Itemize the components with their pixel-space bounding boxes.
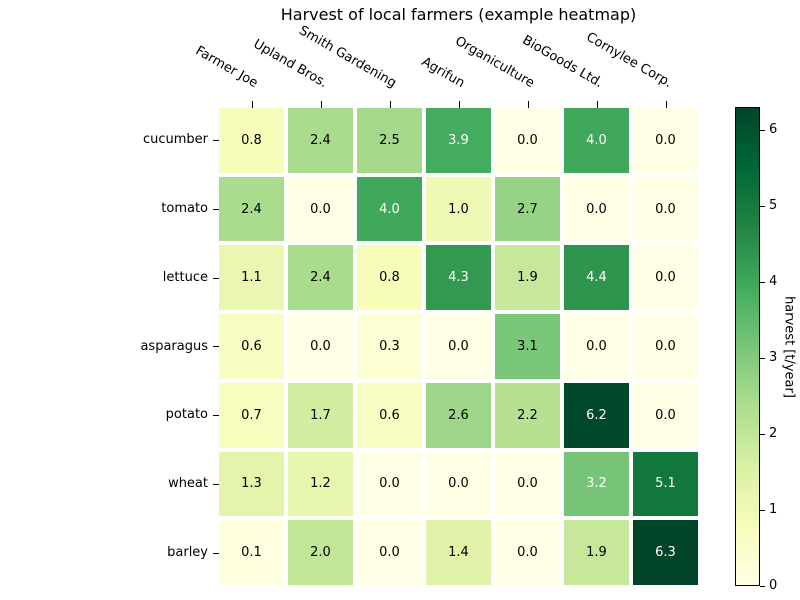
- heatmap-cell: 0.0: [495, 108, 560, 173]
- colorbar-tick-label: 0: [769, 578, 778, 593]
- heatmap-cell: 2.0: [288, 520, 353, 585]
- colorbar-tick-mark: [760, 206, 765, 207]
- heatmap-cell: 2.4: [288, 108, 353, 173]
- colorbar-tick-label: 4: [769, 274, 778, 289]
- colorbar-tick-mark: [760, 586, 765, 587]
- colorbar-axis-label: harvest [t/year]: [781, 296, 797, 398]
- heatmap-cell: 5.1: [633, 451, 698, 517]
- heatmap-cell: 0.0: [357, 451, 422, 517]
- heatmap-cell: 0.0: [495, 520, 560, 585]
- heatmap-cell: 1.9: [564, 520, 629, 585]
- colorbar-tick-label: 1: [769, 502, 778, 517]
- y-tick-label: wheat: [168, 475, 208, 491]
- y-tick-label: tomato: [161, 201, 208, 217]
- heatmap-cell: 1.1: [219, 245, 284, 311]
- colorbar-tick-label: 5: [769, 198, 778, 213]
- heatmap-cell: 0.0: [426, 314, 491, 379]
- y-tick-label: lettuce: [162, 269, 208, 285]
- y-tick-mark: [213, 484, 219, 485]
- y-tick-mark: [213, 415, 219, 416]
- heatmap-cell: 0.0: [288, 314, 353, 379]
- heatmap-cell: 2.4: [288, 245, 353, 311]
- heatmap-cell: 0.0: [357, 520, 422, 585]
- heatmap-cell: 0.8: [219, 108, 284, 173]
- heatmap-cell: 0.0: [633, 245, 698, 311]
- y-tick-label: barley: [167, 544, 208, 560]
- heatmap-cell: 0.0: [288, 176, 353, 242]
- y-tick-label: potato: [165, 407, 208, 423]
- y-tick-mark: [213, 209, 219, 210]
- heatmap-cell: 1.3: [219, 451, 284, 517]
- heatmap-cell: 0.0: [633, 108, 698, 173]
- colorbar-tick-label: 6: [769, 122, 778, 137]
- heatmap-cell: 1.9: [495, 245, 560, 311]
- heatmap-cell: 0.0: [633, 314, 698, 379]
- colorbar-tick-mark: [760, 510, 765, 511]
- heatmap-grid: 0.8 2.4 2.5 3.9 0.0 4.0 0.0 2.4 0.0 4.0 1.0 2.7 0.0 0…: [219, 108, 698, 585]
- heatmap-cell: 2.4: [219, 176, 284, 242]
- heatmap-cell: 4.0: [564, 108, 629, 173]
- heatmap-cell: 0.0: [426, 451, 491, 517]
- heatmap-cell: 0.0: [564, 176, 629, 242]
- y-tick-label: asparagus: [140, 338, 208, 354]
- y-tick-mark: [213, 346, 219, 347]
- y-tick-mark: [213, 278, 219, 279]
- colorbar-tick-mark: [760, 282, 765, 283]
- heatmap-cell: 4.4: [564, 245, 629, 311]
- chart-title: Harvest of local farmers (example heatma…: [280, 5, 637, 24]
- heatmap-cell: 3.2: [564, 451, 629, 517]
- heatmap-cell: 0.0: [495, 451, 560, 517]
- heatmap-cell: 1.7: [288, 382, 353, 448]
- x-tick-mark: [390, 101, 391, 108]
- colorbar-tick-label: 3: [769, 350, 778, 365]
- x-tick-mark: [459, 101, 460, 108]
- colorbar-tick-label: 2: [769, 426, 778, 441]
- heatmap-cell: 6.3: [633, 520, 698, 585]
- x-tick-label: Agrifun: [419, 54, 468, 92]
- heatmap-cell: 4.0: [357, 176, 422, 242]
- x-tick-mark: [252, 101, 253, 108]
- y-tick-mark: [213, 553, 219, 554]
- colorbar-gradient: [735, 107, 760, 586]
- heatmap-cell: 2.2: [495, 382, 560, 448]
- x-tick-mark: [597, 101, 598, 108]
- heatmap-cell: 1.4: [426, 520, 491, 585]
- heatmap-cell: 0.0: [633, 176, 698, 242]
- colorbar-tick-mark: [760, 434, 765, 435]
- heatmap-cell: 3.1: [495, 314, 560, 379]
- heatmap-cell: 3.9: [426, 108, 491, 173]
- heatmap-cell: 2.5: [357, 108, 422, 173]
- heatmap-cell: 0.3: [357, 314, 422, 379]
- heatmap-cell: 2.6: [426, 382, 491, 448]
- heatmap-cell: 0.0: [633, 382, 698, 448]
- heatmap-cell: 1.0: [426, 176, 491, 242]
- heatmap-cell: 1.2: [288, 451, 353, 517]
- colorbar-tick-mark: [760, 130, 765, 131]
- x-tick-mark: [666, 101, 667, 108]
- colorbar-tick-mark: [760, 358, 765, 359]
- heatmap-cell: 0.7: [219, 382, 284, 448]
- x-tick-mark: [528, 101, 529, 108]
- heatmap-cell: 0.8: [357, 245, 422, 311]
- heatmap-cell: 0.6: [357, 382, 422, 448]
- heatmap-cell: 4.3: [426, 245, 491, 311]
- heatmap-cell: 0.1: [219, 520, 284, 585]
- heatmap-cell: 0.0: [564, 314, 629, 379]
- y-tick-label: cucumber: [142, 132, 208, 148]
- heatmap-cell: 6.2: [564, 382, 629, 448]
- heatmap-cell: 0.6: [219, 314, 284, 379]
- heatmap-cell: 2.7: [495, 176, 560, 242]
- x-tick-mark: [321, 101, 322, 108]
- y-tick-mark: [213, 140, 219, 141]
